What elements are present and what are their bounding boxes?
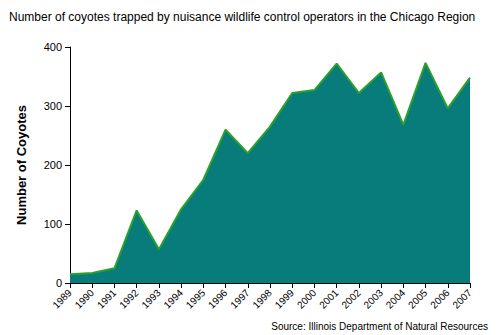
svg-text:1990: 1990 <box>73 287 97 311</box>
svg-text:2004: 2004 <box>384 287 408 311</box>
svg-text:1997: 1997 <box>228 287 252 311</box>
svg-text:1999: 1999 <box>273 287 297 311</box>
svg-text:1995: 1995 <box>184 287 208 311</box>
svg-text:1991: 1991 <box>95 287 119 311</box>
svg-text:2000: 2000 <box>295 287 319 311</box>
svg-text:1989: 1989 <box>50 287 74 311</box>
svg-text:1993: 1993 <box>139 287 163 311</box>
svg-text:1996: 1996 <box>206 287 230 311</box>
svg-text:Source: Illinois Department of: Source: Illinois Department of Natural R… <box>271 321 488 332</box>
svg-text:400: 400 <box>44 41 62 53</box>
svg-text:200: 200 <box>44 159 62 171</box>
svg-text:2006: 2006 <box>428 287 452 311</box>
svg-text:1994: 1994 <box>162 287 186 311</box>
svg-text:Number of coyotes trapped by n: Number of coyotes trapped by nuisance wi… <box>9 10 475 24</box>
svg-text:300: 300 <box>44 100 62 112</box>
svg-text:2003: 2003 <box>362 287 386 311</box>
svg-text:Number of Coyotes: Number of Coyotes <box>14 105 29 225</box>
svg-text:2005: 2005 <box>406 287 430 311</box>
svg-text:2002: 2002 <box>339 287 363 311</box>
svg-text:100: 100 <box>44 218 62 230</box>
svg-text:1998: 1998 <box>250 287 274 311</box>
svg-text:0: 0 <box>56 277 62 289</box>
svg-text:1992: 1992 <box>117 287 141 311</box>
svg-text:2001: 2001 <box>317 287 341 311</box>
svg-text:2007: 2007 <box>450 287 474 311</box>
